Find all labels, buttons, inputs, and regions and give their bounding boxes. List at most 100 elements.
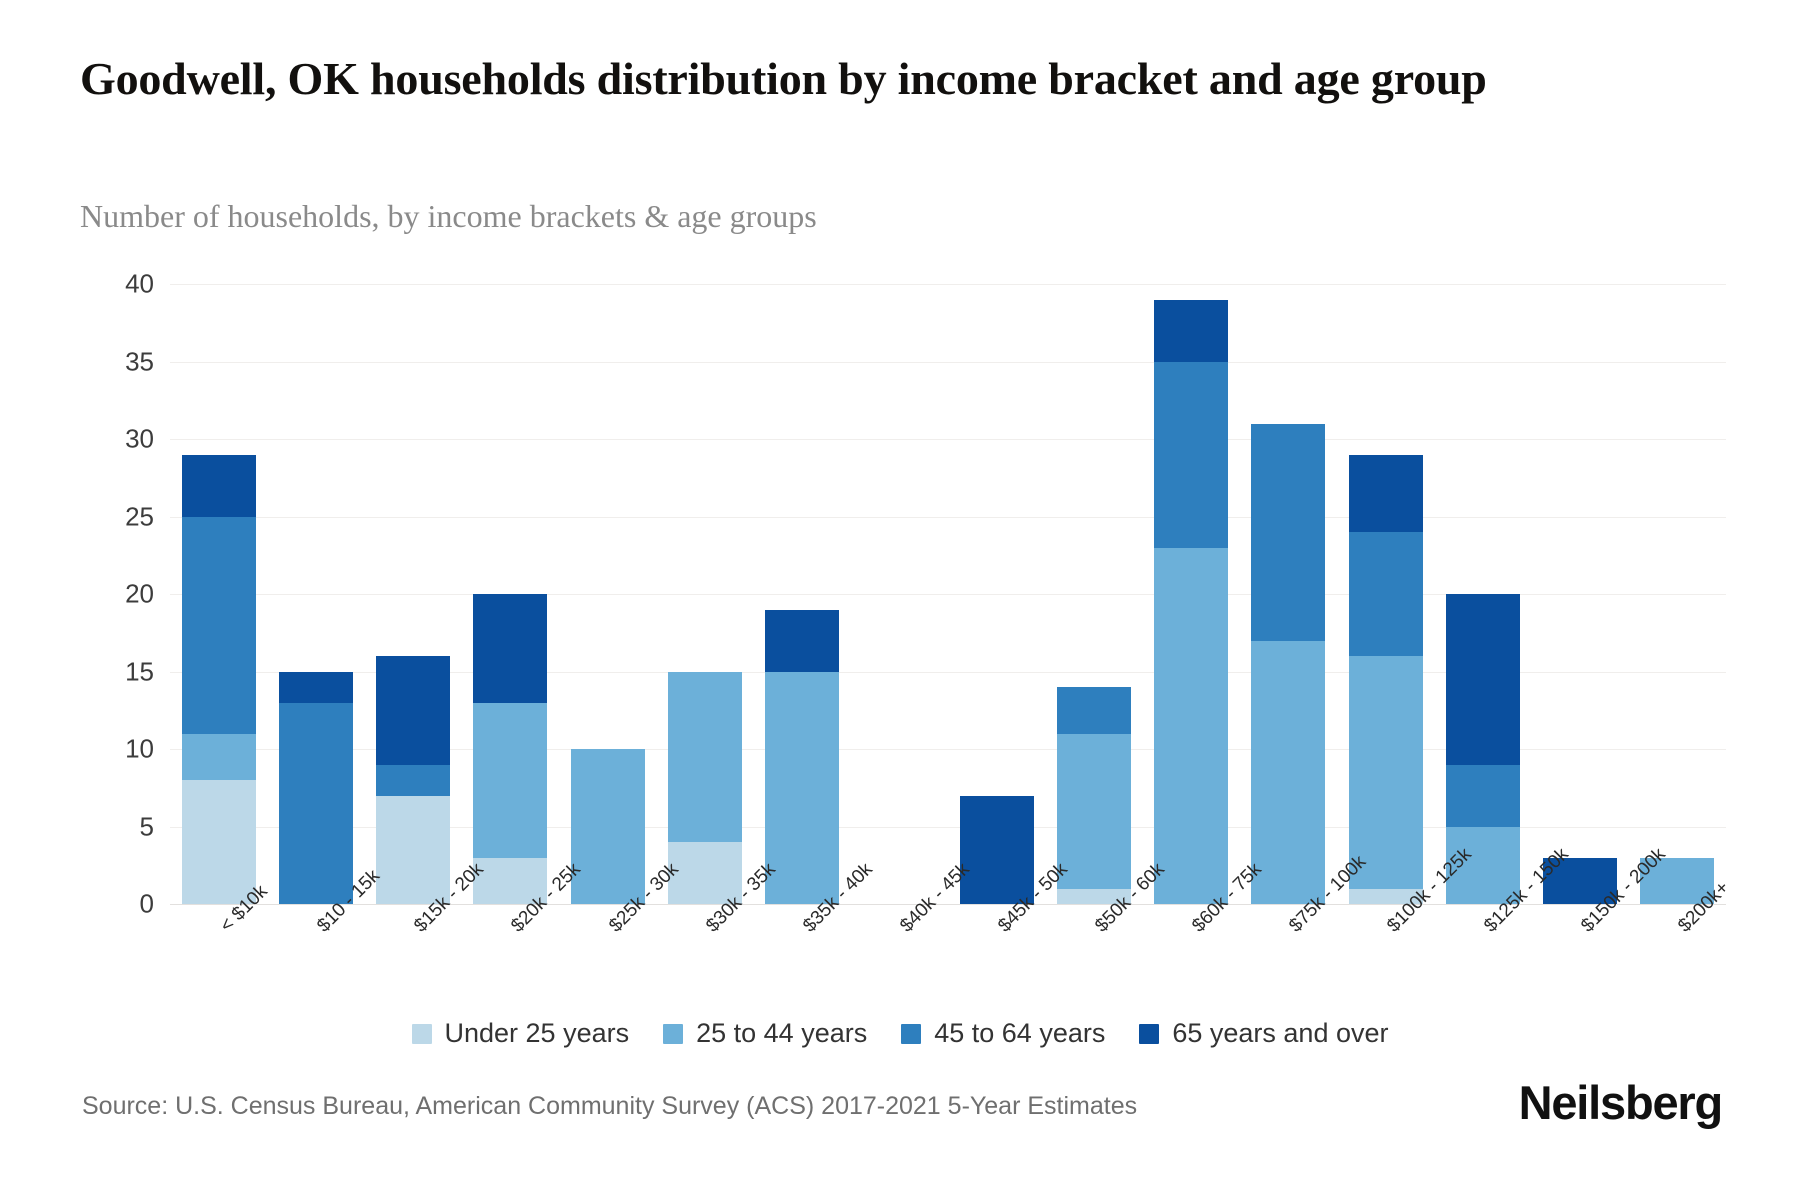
bar-slot[interactable] (1337, 284, 1434, 904)
legend-item[interactable]: Under 25 years (411, 1018, 630, 1049)
stacked-bar[interactable] (1251, 423, 1326, 904)
bar-segment[interactable] (765, 609, 840, 672)
legend-item[interactable]: 65 years and over (1139, 1018, 1389, 1049)
bar-segment[interactable] (959, 795, 1034, 904)
bar-segment[interactable] (473, 702, 548, 858)
bar-segment[interactable] (570, 749, 645, 904)
gridline (170, 361, 1726, 363)
bar-segment[interactable] (376, 656, 451, 765)
stacked-bar[interactable] (765, 609, 840, 904)
bar-segment[interactable] (1640, 857, 1715, 904)
stacked-bar[interactable] (1154, 299, 1229, 904)
bar-slot[interactable] (1143, 284, 1240, 904)
bar-segment[interactable] (376, 764, 451, 796)
gridline (170, 671, 1726, 673)
y-axis-tick-label: 15 (125, 656, 154, 686)
gridline (170, 904, 1726, 905)
bar-group (170, 284, 1726, 904)
bar-segment[interactable] (667, 842, 742, 904)
legend-label: Under 25 years (444, 1018, 630, 1048)
bar-segment[interactable] (1348, 454, 1423, 532)
y-axis-tick-label: 35 (125, 346, 154, 376)
page-subtitle: Number of households, by income brackets… (80, 198, 817, 234)
stacked-bar[interactable] (959, 795, 1034, 904)
bar-slot[interactable] (267, 284, 364, 904)
stacked-bar[interactable] (1640, 857, 1715, 904)
stacked-bar[interactable] (278, 671, 353, 904)
bar-segment[interactable] (1445, 826, 1520, 904)
bar-segment[interactable] (1445, 764, 1520, 827)
legend-label: 25 to 44 years (696, 1018, 868, 1048)
legend-swatch-icon (663, 1023, 684, 1044)
source-note: Source: U.S. Census Bureau, American Com… (82, 1092, 1138, 1120)
gridline (170, 516, 1726, 518)
plot-area: 0 5 10 15 20 25 30 35 40 (125, 269, 1726, 919)
bar-slot[interactable] (1240, 284, 1337, 904)
bar-slot[interactable] (1434, 284, 1531, 904)
stacked-bar[interactable] (1348, 454, 1423, 904)
bar-segment[interactable] (1056, 733, 1131, 889)
bar-segment[interactable] (1154, 361, 1229, 548)
bar-segment[interactable] (1251, 640, 1326, 904)
bar-slot[interactable] (851, 284, 948, 904)
y-axis-tick-label: 5 (139, 811, 154, 841)
bar-segment[interactable] (1543, 857, 1618, 904)
bar-segment[interactable] (473, 594, 548, 703)
bar-slot[interactable] (462, 284, 559, 904)
bar-slot[interactable] (1532, 284, 1629, 904)
bar-slot[interactable] (754, 284, 851, 904)
stacked-bar[interactable] (667, 671, 742, 904)
bar-segment[interactable] (376, 795, 451, 904)
stacked-bar[interactable] (376, 656, 451, 904)
bar-segment[interactable] (473, 857, 548, 904)
bar-segment[interactable] (667, 671, 742, 842)
bar-segment[interactable] (1348, 656, 1423, 889)
y-axis-tick-label: 40 (125, 268, 154, 299)
stacked-bar[interactable] (570, 749, 645, 904)
gridline (170, 439, 1726, 440)
y-axis-tick-label: 0 (139, 888, 154, 919)
legend-item[interactable]: 25 to 44 years (663, 1018, 867, 1049)
bar-segment[interactable] (181, 454, 256, 517)
bar-slot[interactable] (559, 284, 656, 904)
bar-segment[interactable] (765, 671, 840, 904)
y-axis-tick-label: 30 (125, 423, 154, 454)
bar-segment[interactable] (1154, 547, 1229, 904)
bar-segment[interactable] (1251, 423, 1326, 641)
page-title: Goodwell, OK households distribution by … (80, 53, 1487, 104)
bar-segment[interactable] (278, 671, 353, 703)
bar-segment[interactable] (181, 780, 256, 904)
bar-slot[interactable] (656, 284, 753, 904)
stacked-bar[interactable] (181, 454, 256, 904)
stacked-bar[interactable] (473, 594, 548, 904)
legend-label: 65 years and over (1172, 1018, 1389, 1048)
legend-item[interactable]: 45 to 64 years (901, 1018, 1105, 1049)
bar-slot[interactable] (948, 284, 1045, 904)
chart-legend: Under 25 years 25 to 44 years 45 to 64 yea… (0, 1018, 1800, 1049)
bar-slot[interactable] (170, 284, 267, 904)
gridline (170, 594, 1726, 595)
bar-slot[interactable] (1629, 284, 1726, 904)
stacked-bar[interactable] (1056, 687, 1131, 904)
legend-swatch-icon (411, 1023, 432, 1044)
legend-swatch-icon (901, 1023, 922, 1044)
stacked-bar[interactable] (1445, 594, 1520, 904)
bar-segment[interactable] (181, 733, 256, 780)
y-axis-tick-label: 20 (125, 578, 154, 609)
gridline (170, 826, 1726, 828)
bar-segment[interactable] (278, 702, 353, 904)
bar-segment[interactable] (1056, 888, 1131, 904)
bar-slot[interactable] (1045, 284, 1142, 904)
bar-segment[interactable] (1154, 299, 1229, 362)
bar-segment[interactable] (181, 516, 256, 734)
legend-swatch-icon (1139, 1023, 1160, 1044)
bar-segment[interactable] (1348, 888, 1423, 904)
bar-segment[interactable] (1348, 532, 1423, 656)
gridline (170, 749, 1726, 750)
bar-segment[interactable] (1056, 687, 1131, 734)
y-axis-tick-label: 10 (125, 733, 154, 764)
bar-slot[interactable] (365, 284, 462, 904)
stacked-bar[interactable] (1543, 857, 1618, 904)
bar-segment[interactable] (1445, 594, 1520, 765)
